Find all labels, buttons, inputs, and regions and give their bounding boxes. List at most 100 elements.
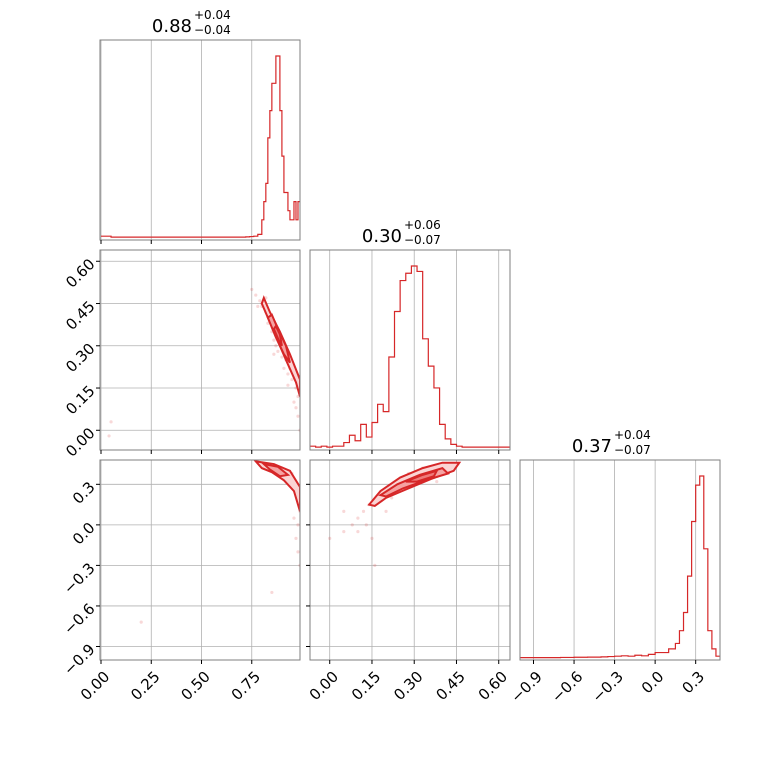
panel-content xyxy=(328,461,462,568)
scatter-point xyxy=(292,400,296,404)
scatter-point xyxy=(361,509,366,513)
x-tick-label-param-1: 0.15 xyxy=(348,668,384,704)
panel-content xyxy=(101,55,300,238)
scatter-point xyxy=(356,530,360,534)
scatter-point xyxy=(435,480,439,484)
histogram-step-line xyxy=(310,265,510,448)
panel-content xyxy=(310,265,510,448)
scatter-point xyxy=(373,563,377,568)
title-median: 0.88 xyxy=(152,16,192,37)
panel-frame xyxy=(519,459,721,661)
panel-frame xyxy=(99,39,301,241)
title-upper-error: +0.04 xyxy=(614,428,651,442)
x-tick-label-param-2: 0.0 xyxy=(638,668,668,698)
param-title-1: 0.30+0.06−0.07 xyxy=(362,218,441,247)
title-lower-error: −0.04 xyxy=(194,23,231,37)
panel-frame xyxy=(99,249,301,451)
scatter-point xyxy=(270,590,274,595)
scatter-point xyxy=(256,304,260,308)
panel-1-0 xyxy=(96,249,301,454)
scatter-point xyxy=(276,349,280,354)
scatter-point xyxy=(254,293,258,297)
x-tick-label-param-2: −0.3 xyxy=(588,668,626,706)
contour-line-level-3 xyxy=(272,324,283,347)
contour-fill-level-2 xyxy=(263,464,288,477)
panel-2-2 xyxy=(519,459,721,664)
panel-0-0 xyxy=(99,39,301,244)
scatter-point xyxy=(342,530,346,534)
scatter-point xyxy=(250,287,254,292)
contour-line-level-2 xyxy=(260,462,291,478)
scatter-point xyxy=(266,321,270,325)
scatter-point xyxy=(290,377,294,382)
scatter-point xyxy=(294,536,298,540)
y-tick-label-param-2: −0.3 xyxy=(60,559,98,597)
x-tick-label-param-2: 0.3 xyxy=(678,668,708,698)
x-tick-label-param-2: −0.6 xyxy=(548,668,586,706)
scatter-point xyxy=(272,338,276,342)
scatter-point xyxy=(384,509,388,513)
scatter-point xyxy=(282,366,286,370)
histogram-step-line xyxy=(101,55,300,238)
scatter-point xyxy=(296,523,300,527)
scatter-point xyxy=(292,516,296,520)
title-lower-error: −0.07 xyxy=(614,443,651,457)
contour-line-level-2 xyxy=(377,466,450,498)
panel-frame xyxy=(309,459,511,661)
contour-line-level-1 xyxy=(253,460,300,512)
y-tick-label-param-1: 0.15 xyxy=(62,382,98,418)
scatter-point xyxy=(274,344,278,348)
panel-content xyxy=(139,460,300,624)
x-tick-label-param-1: 0.60 xyxy=(475,668,511,704)
y-tick-label-param-2: −0.6 xyxy=(60,600,98,638)
x-tick-label-param-0: 0.75 xyxy=(228,668,264,704)
title-lower-error: −0.07 xyxy=(404,233,441,247)
y-tick-label-param-2: −0.9 xyxy=(60,640,98,678)
y-tick-label-param-1: 0.60 xyxy=(62,255,98,291)
scatter-point xyxy=(272,352,276,356)
param-title-2: 0.37+0.04−0.07 xyxy=(572,428,651,457)
panel-content xyxy=(520,475,720,659)
scatter-point xyxy=(356,516,360,520)
x-tick-label-param-1: 0.45 xyxy=(433,668,469,704)
x-tick-label-param-0: 0.25 xyxy=(127,668,163,704)
panel-2-1 xyxy=(306,459,511,664)
scatter-point xyxy=(296,550,300,554)
x-tick-label-param-1: 0.00 xyxy=(306,668,342,704)
histogram-step-line xyxy=(520,475,720,659)
y-tick-label-param-1: 0.45 xyxy=(62,297,98,333)
scatter-point xyxy=(342,509,346,513)
y-tick-label-param-1: 0.00 xyxy=(62,424,98,460)
scatter-point xyxy=(296,414,300,418)
panel-2-0 xyxy=(96,459,301,664)
contour-line-level-2 xyxy=(266,313,291,364)
scatter-point xyxy=(350,523,354,527)
scatter-point xyxy=(286,383,290,387)
y-tick-label-param-1: 0.30 xyxy=(62,340,98,376)
panel-frame xyxy=(99,459,301,661)
scatter-point xyxy=(109,420,113,424)
title-upper-error: +0.04 xyxy=(194,8,231,22)
scatter-point xyxy=(370,536,374,540)
scatter-point xyxy=(294,406,298,410)
x-tick-label-param-1: 0.30 xyxy=(390,668,426,704)
x-tick-label-param-2: −0.9 xyxy=(507,668,545,706)
y-tick-label-param-2: 0.3 xyxy=(69,478,99,508)
x-tick-label-param-0: 0.00 xyxy=(77,668,113,704)
panel-frame xyxy=(309,249,511,451)
scatter-point xyxy=(286,372,290,376)
x-tick-label-param-0: 0.50 xyxy=(178,668,214,704)
contour-fill-level-1 xyxy=(255,461,300,512)
contour-line-level-1 xyxy=(367,461,462,508)
scatter-point xyxy=(139,620,143,624)
panel-1-1 xyxy=(309,249,511,454)
scatter-point xyxy=(280,355,284,359)
title-upper-error: +0.06 xyxy=(404,218,441,232)
param-title-0: 0.88+0.04−0.04 xyxy=(152,8,231,37)
scatter-point xyxy=(328,536,332,540)
scatter-point xyxy=(390,496,394,500)
y-tick-label-param-2: 0.0 xyxy=(69,519,99,549)
scatter-point xyxy=(258,299,262,303)
